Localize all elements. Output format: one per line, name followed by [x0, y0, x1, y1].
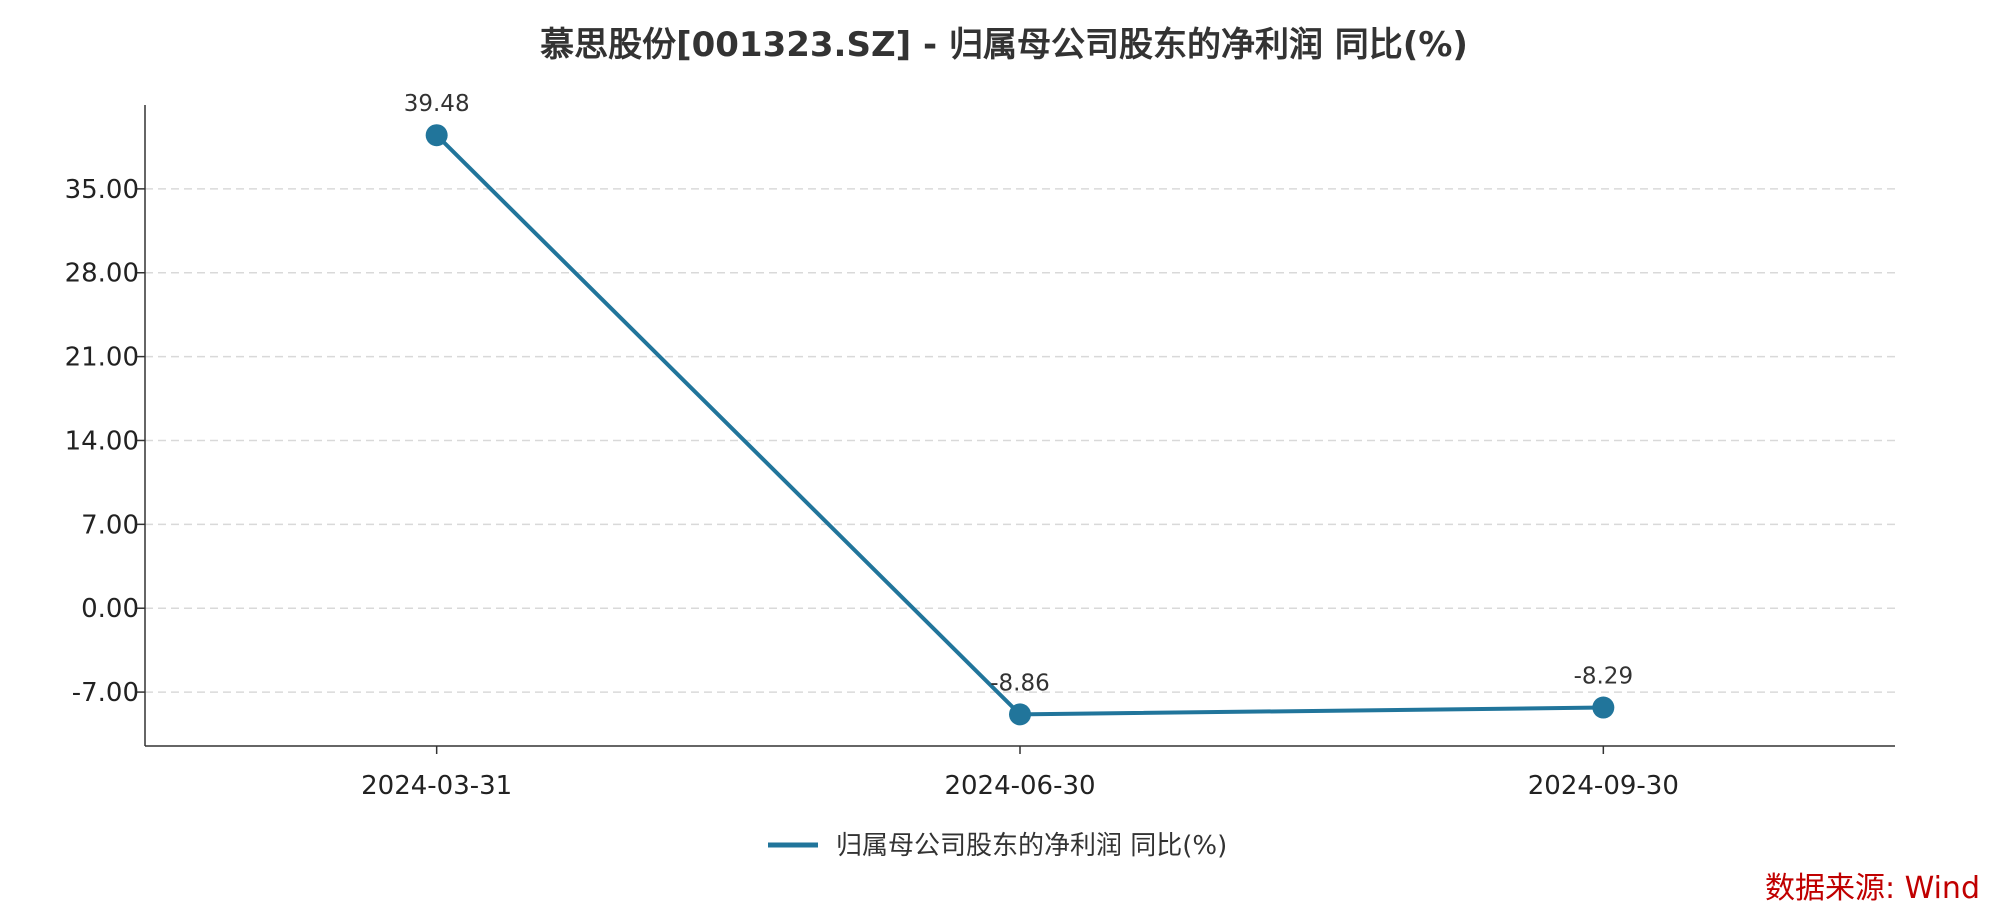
series-line [435, 133, 1604, 717]
y-tick-label: 28.00 [65, 259, 139, 289]
grid-lines [145, 188, 1895, 693]
y-tick-label: 14.00 [65, 426, 139, 456]
data-labels: 39.48 -8.86 -8.29 [404, 91, 1633, 696]
y-tick-label: 35.00 [65, 175, 139, 205]
tick-labels: -7.00 0.00 7.00 14.00 21.00 28.00 35.00 2024-03… [65, 175, 1679, 801]
y-tick-label: 0.00 [81, 594, 139, 624]
data-value-label: -8.29 [1574, 664, 1634, 690]
x-tick-label: 2024-03-31 [361, 771, 512, 801]
data-point [425, 124, 448, 147]
y-tick-label: -7.00 [72, 678, 139, 708]
data-point [1592, 696, 1615, 719]
legend: 归属母公司股东的净利润 同比(%) [768, 831, 1227, 861]
legend-label: 归属母公司股东的净利润 同比(%) [836, 831, 1227, 861]
series-lines [435, 133, 1604, 717]
data-point [1009, 703, 1031, 726]
x-tick-label: 2024-09-30 [1528, 771, 1679, 801]
y-tick-label: 7.00 [81, 510, 139, 540]
chart-title: 慕思股份[001323.SZ] - 归属母公司股东的净利润 同比(%) [540, 25, 1468, 65]
axes [137, 105, 1895, 754]
source-note: 数据来源: Wind [1765, 871, 1980, 906]
x-tick-label: 2024-06-30 [944, 771, 1095, 801]
data-markers [425, 124, 1615, 726]
data-value-label: -8.86 [990, 670, 1050, 696]
y-tick-label: 21.00 [65, 343, 139, 373]
data-value-label: 39.48 [404, 91, 470, 117]
